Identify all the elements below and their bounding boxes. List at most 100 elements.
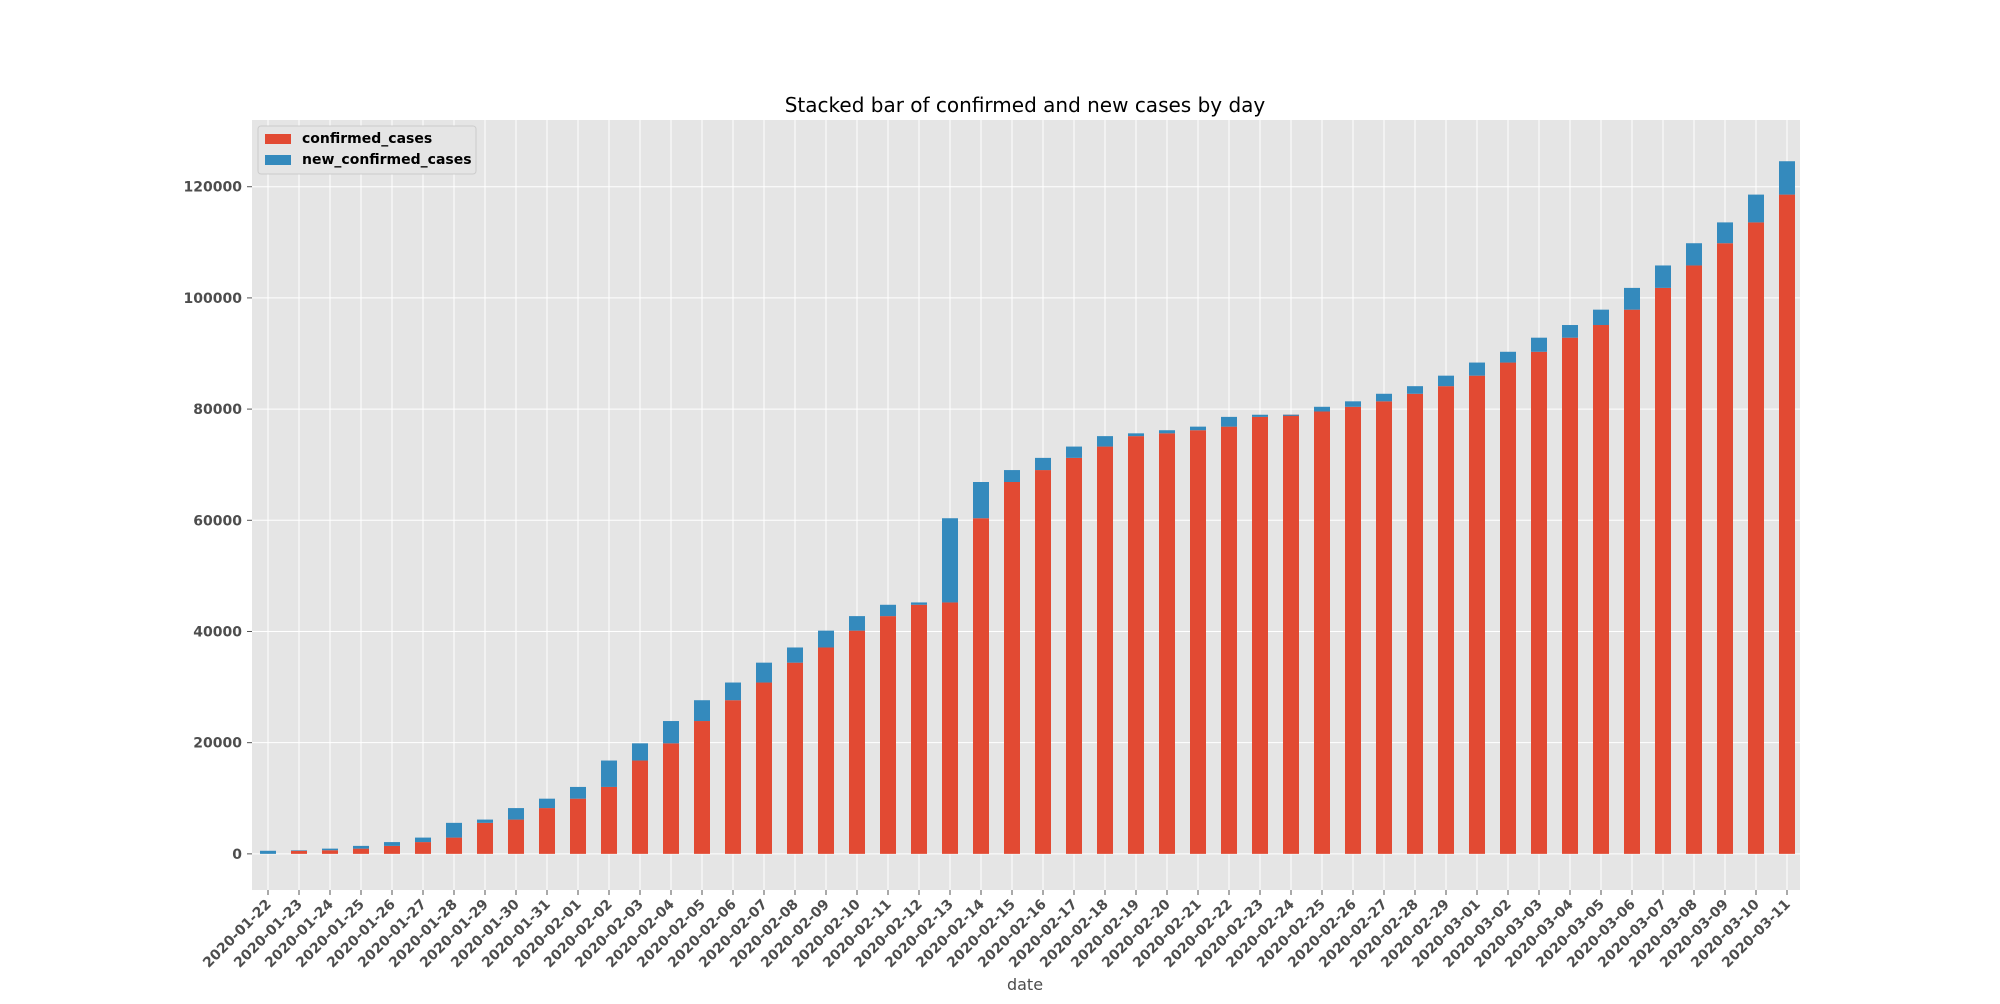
bar-new-confirmed-cases [446,822,462,838]
bar-new-confirmed-cases [942,518,958,603]
y-axis-ticks: 0 20000 40000 60000 80000 100000 120000 [184,180,252,863]
bar-confirmed-cases [477,822,493,854]
bar-confirmed-cases [1252,416,1268,854]
y-tick-label: 60000 [193,513,242,529]
bar-new-confirmed-cases [1779,161,1795,195]
bar-confirmed-cases [756,682,772,854]
bar-confirmed-cases [508,819,524,854]
bar-confirmed-cases [1748,222,1764,854]
bar-confirmed-cases [1593,325,1609,854]
bar-new-confirmed-cases [1221,416,1237,427]
bar-confirmed-cases [1624,309,1640,854]
bar-confirmed-cases [1035,470,1051,854]
bar-confirmed-cases [973,518,989,854]
bars [260,161,1795,854]
bar-new-confirmed-cases [1252,414,1268,417]
bar-confirmed-cases [353,848,369,854]
bar-new-confirmed-cases [477,819,493,823]
bar-new-confirmed-cases [1066,446,1082,458]
bar-new-confirmed-cases [849,616,865,631]
bar-confirmed-cases [1779,194,1795,854]
bar-confirmed-cases [1345,406,1361,854]
legend-swatch-new-confirmed-cases [265,155,291,165]
bar-new-confirmed-cases [725,682,741,701]
bar-confirmed-cases [1159,433,1175,854]
y-tick-label: 100000 [184,291,243,307]
bar-confirmed-cases [663,743,679,854]
bar-new-confirmed-cases [291,850,307,851]
bar-confirmed-cases [1686,265,1702,854]
bar-new-confirmed-cases [973,482,989,519]
bar-confirmed-cases [1097,446,1113,854]
bar-new-confirmed-cases [353,845,369,849]
bar-new-confirmed-cases [818,630,834,648]
bar-new-confirmed-cases [570,786,586,799]
bar-confirmed-cases [880,616,896,854]
bar-confirmed-cases [1314,411,1330,854]
bar-new-confirmed-cases [322,848,338,851]
bar-confirmed-cases [601,786,617,854]
legend-label-confirmed-cases: confirmed_cases [302,131,432,147]
bar-new-confirmed-cases [1438,375,1454,387]
bar-new-confirmed-cases [1004,470,1020,483]
bar-confirmed-cases [539,808,555,854]
bar-new-confirmed-cases [508,808,524,820]
x-axis-ticks: 2020-01-222020-01-232020-01-242020-01-25… [200,890,1794,971]
bar-new-confirmed-cases [1159,430,1175,434]
bar-new-confirmed-cases [1345,401,1361,407]
bar-new-confirmed-cases [1748,194,1764,223]
bar-confirmed-cases [632,760,648,854]
bar-new-confirmed-cases [663,721,679,744]
bar-new-confirmed-cases [694,700,710,722]
bar-new-confirmed-cases [1624,287,1640,310]
bar-confirmed-cases [384,845,400,854]
bar-confirmed-cases [1717,243,1733,854]
bar-confirmed-cases [1376,401,1392,854]
bar-confirmed-cases [322,850,338,854]
bar-new-confirmed-cases [1190,426,1206,431]
legend-label-new-confirmed-cases: new_confirmed_cases [302,152,472,168]
y-tick-label: 80000 [193,402,242,418]
bar-confirmed-cases [446,837,462,854]
bar-confirmed-cases [1655,287,1671,854]
bar-confirmed-cases [911,604,927,854]
bar-new-confirmed-cases [415,837,431,843]
bar-new-confirmed-cases [1655,265,1671,288]
bar-new-confirmed-cases [1717,222,1733,244]
y-tick-label: 20000 [193,736,242,752]
legend-box [257,125,477,175]
bar-confirmed-cases [1004,482,1020,854]
bar-confirmed-cases [1066,457,1082,854]
bar-confirmed-cases [415,842,431,854]
chart-title: Stacked bar of confirmed and new cases b… [785,93,1266,117]
bar-new-confirmed-cases [384,842,400,846]
bar-confirmed-cases [942,602,958,854]
y-tick-label: 0 [232,847,242,863]
bar-confirmed-cases [1438,386,1454,854]
bar-confirmed-cases [787,662,803,854]
bar-new-confirmed-cases [1128,433,1144,437]
bar-new-confirmed-cases [1562,325,1578,338]
bar-new-confirmed-cases [1035,457,1051,471]
y-tick-label: 40000 [193,624,242,640]
y-tick-label: 120000 [184,180,243,196]
bar-new-confirmed-cases [260,850,276,854]
bar-confirmed-cases [1283,414,1299,854]
bar-new-confirmed-cases [1407,386,1423,394]
bar-new-confirmed-cases [1531,337,1547,352]
bar-new-confirmed-cases [1469,362,1485,376]
bar-new-confirmed-cases [1500,351,1516,363]
bar-new-confirmed-cases [539,798,555,809]
bar-confirmed-cases [1407,393,1423,854]
bar-confirmed-cases [1562,337,1578,854]
bar-confirmed-cases [1128,436,1144,854]
bar-new-confirmed-cases [1593,309,1609,326]
bar-confirmed-cases [818,647,834,854]
bar-confirmed-cases [570,798,586,854]
bar-confirmed-cases [849,630,865,854]
bar-new-confirmed-cases [911,602,927,605]
bar-new-confirmed-cases [1686,243,1702,266]
bar-new-confirmed-cases [756,662,772,683]
bar-confirmed-cases [1221,426,1237,854]
